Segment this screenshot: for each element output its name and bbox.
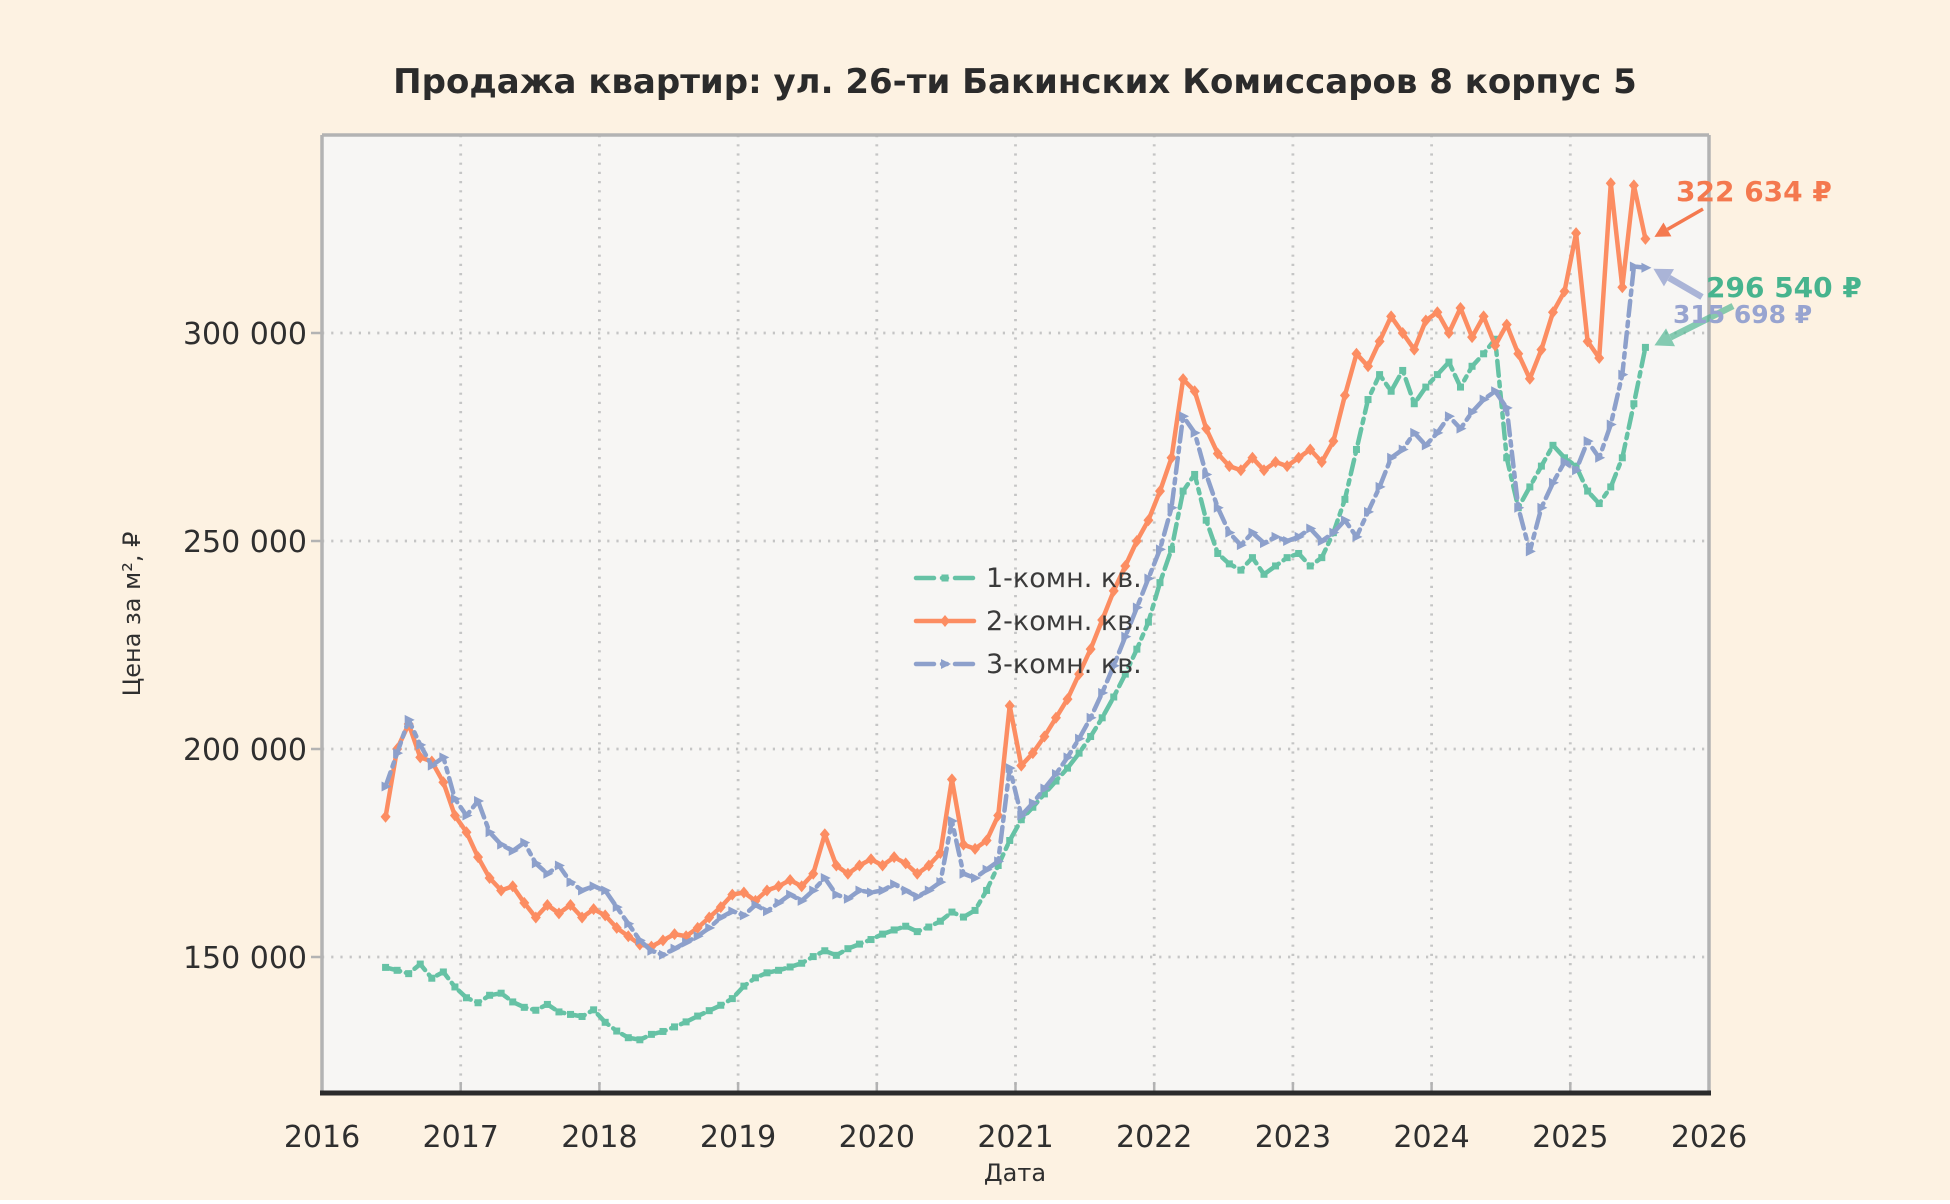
arrow-head xyxy=(1654,328,1676,347)
series-2 xyxy=(380,177,1651,953)
x-tick-label: 2018 xyxy=(561,1120,637,1155)
annotation-value-1: 322 634 ₽ xyxy=(1676,175,1832,208)
axis-layer: 150 000 200 000 250 000 300 000 2016 2017 2018… xyxy=(183,133,1747,1155)
annotation-arrow-1 xyxy=(1654,207,1704,237)
annotation-value-2: 296 540 ₽ xyxy=(1706,271,1862,304)
arrow-head xyxy=(1653,268,1675,287)
x-axis-label: Дата xyxy=(984,1159,1046,1187)
series-layer xyxy=(380,177,1652,1044)
x-tick-label: 2016 xyxy=(284,1120,360,1155)
legend-item-2: 2-комн. кв. xyxy=(913,606,1142,637)
series-3 xyxy=(381,261,1652,960)
annotation-layer: 322 634 ₽ 296 540 ₽315 698 ₽ xyxy=(1653,175,1862,347)
legend-item-1: 1-комн. кв. xyxy=(913,563,1142,594)
x-tick-label: 2025 xyxy=(1532,1120,1608,1155)
series-line xyxy=(383,336,1648,1043)
y-tick-label: 150 000 xyxy=(183,941,307,976)
chart-title: Продажа квартир: ул. 26-ти Бакинских Ком… xyxy=(393,62,1637,102)
x-tick-label: 2022 xyxy=(1116,1120,1192,1155)
y-tick-label: 200 000 xyxy=(183,733,307,768)
x-tick-label: 2017 xyxy=(423,1120,499,1155)
legend-item-3: 3-комн. кв. xyxy=(913,649,1142,680)
x-tick-label: 2020 xyxy=(839,1120,915,1155)
annotation-value-3: 315 698 ₽ xyxy=(1673,300,1812,329)
legend-label: 2-комн. кв. xyxy=(986,606,1142,637)
x-tick-label: 2023 xyxy=(1255,1120,1331,1155)
y-axis-label: Цена за м², ₽ xyxy=(118,532,146,697)
series-markers xyxy=(380,177,1651,953)
x-tick-label: 2024 xyxy=(1393,1120,1469,1155)
legend: 1-комн. кв. 2-комн. кв. 3-комн. кв. xyxy=(913,563,1142,680)
series-markers xyxy=(381,261,1652,960)
annotation-arrow-3 xyxy=(1653,268,1704,300)
arrow-head xyxy=(1654,222,1672,237)
x-tick-label: 2019 xyxy=(700,1120,776,1155)
legend-label: 1-комн. кв. xyxy=(986,563,1142,594)
x-tick-label: 2021 xyxy=(977,1120,1053,1155)
legend-label: 3-комн. кв. xyxy=(986,649,1142,680)
x-tick-label: 2026 xyxy=(1671,1120,1747,1155)
y-tick-label: 250 000 xyxy=(183,525,307,560)
y-tick-label: 300 000 xyxy=(183,317,307,352)
annotation-arrow-2 xyxy=(1654,303,1735,347)
